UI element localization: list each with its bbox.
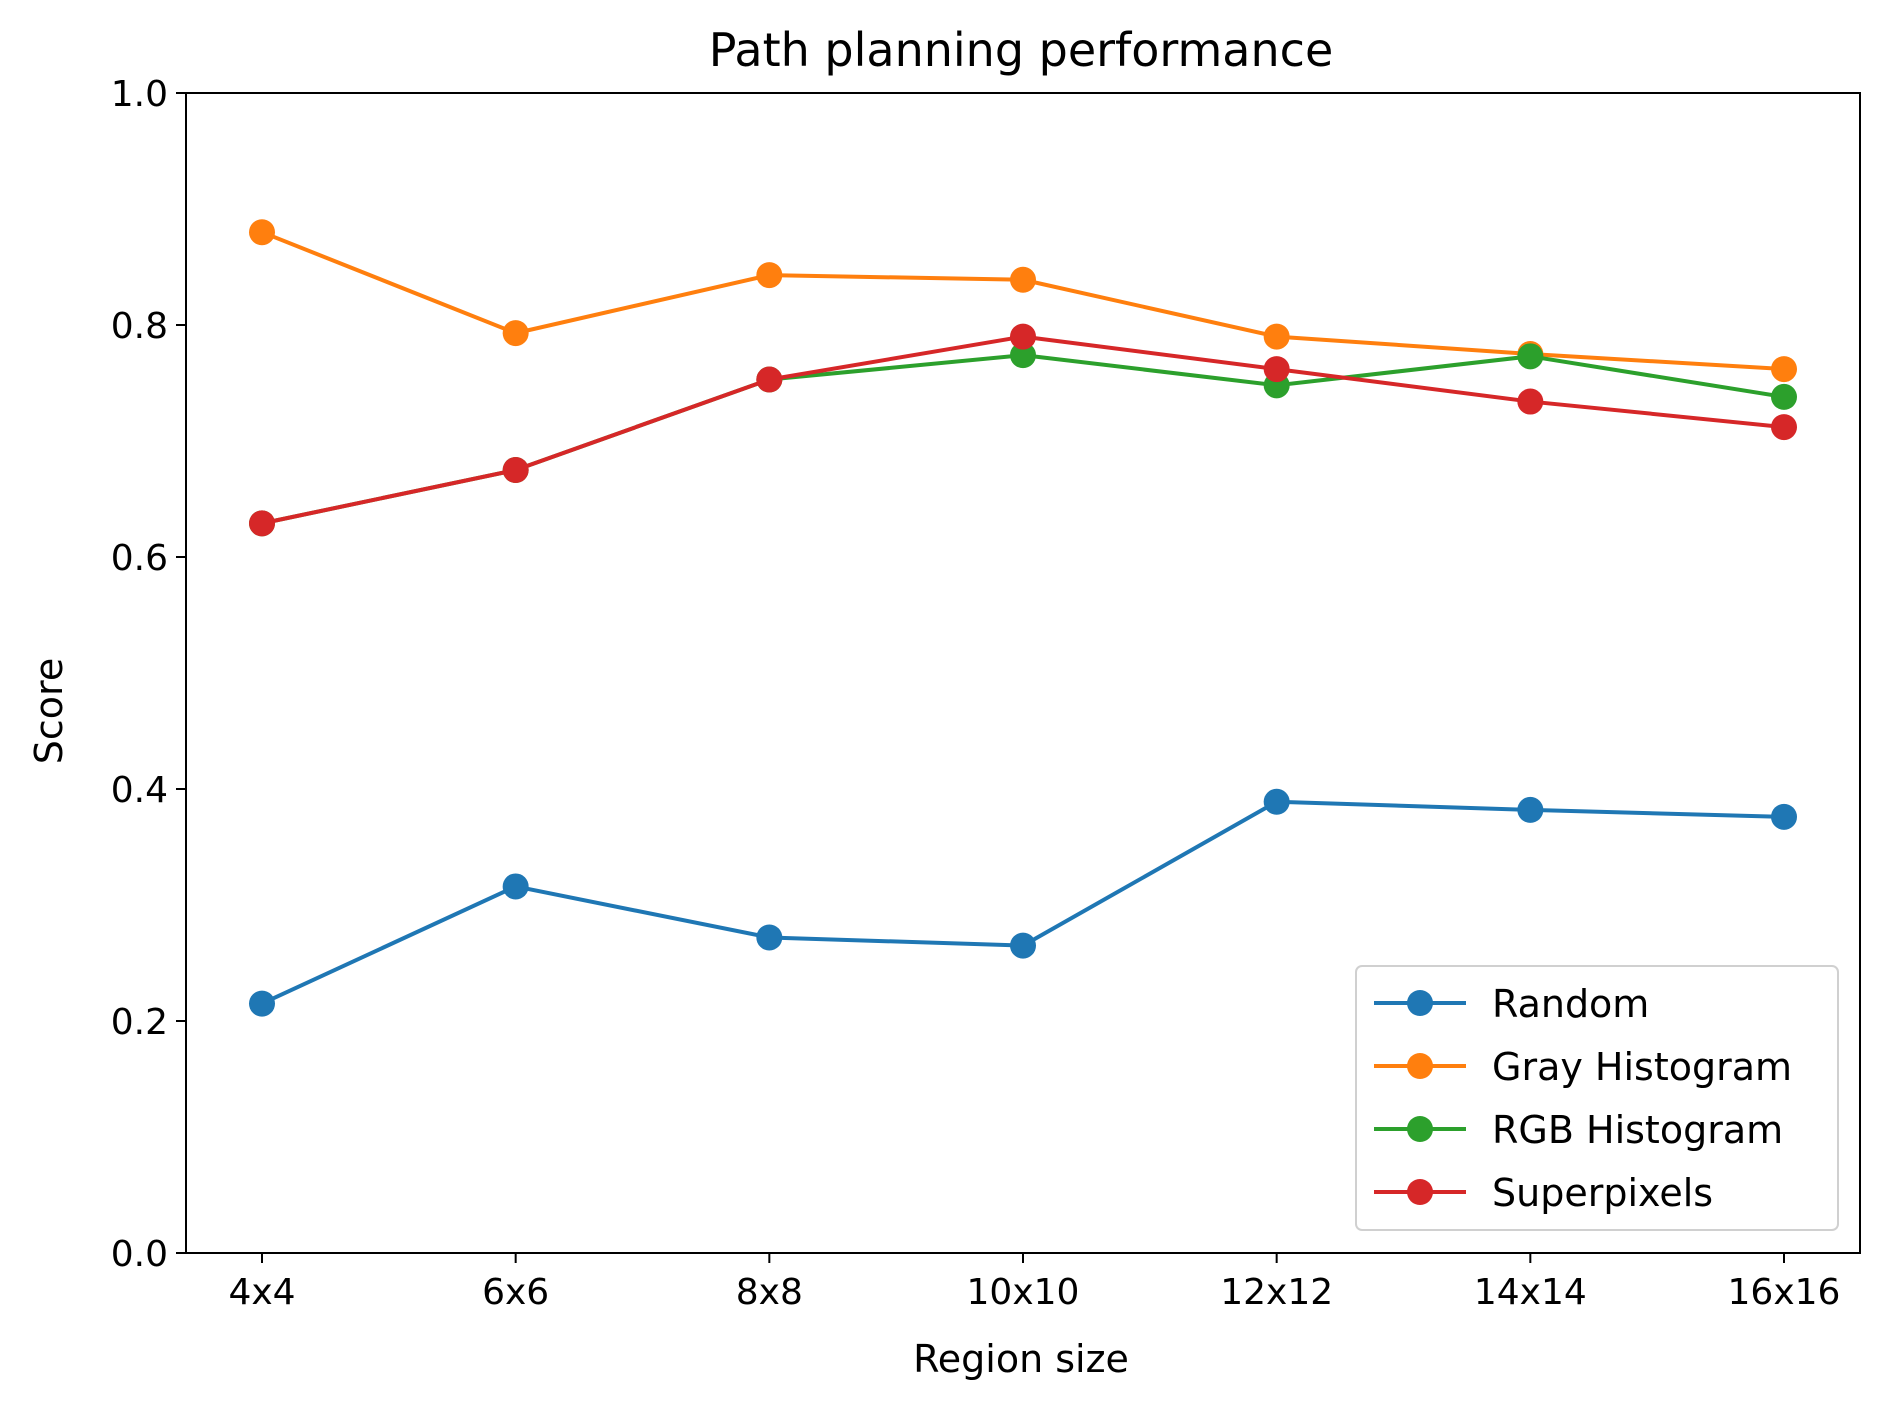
y-tick-label: 0.0 xyxy=(111,1234,168,1275)
data-point xyxy=(1010,932,1036,959)
data-point xyxy=(756,262,783,289)
legend-marker-2 xyxy=(1407,1116,1433,1142)
data-point xyxy=(1010,323,1036,350)
data-point xyxy=(1771,383,1797,410)
y-tick-label: 1.0 xyxy=(111,74,168,115)
data-point xyxy=(1517,796,1544,823)
x-tick-label: 4x4 xyxy=(228,1272,295,1313)
legend-label: Random xyxy=(1492,982,1649,1026)
plot-area: 4x4 6x6 8x8 10x10 12x12 14x14 16x16 0.0 0.2 0.4 0.… xyxy=(111,74,1861,1313)
legend-marker-0 xyxy=(1407,990,1433,1016)
x-tick-label: 16x16 xyxy=(1728,1272,1841,1313)
data-point xyxy=(1771,803,1797,830)
data-point xyxy=(1517,343,1544,370)
x-tick-label: 8x8 xyxy=(736,1272,803,1313)
data-point xyxy=(249,219,275,246)
data-point xyxy=(502,873,529,900)
data-point xyxy=(1010,266,1036,293)
x-tick-label: 12x12 xyxy=(1220,1272,1333,1313)
legend-box xyxy=(1355,965,1839,1231)
legend-marker-3 xyxy=(1407,1179,1433,1205)
data-point xyxy=(1263,788,1290,815)
y-tick-label: 0.2 xyxy=(111,1002,168,1043)
data-point xyxy=(502,457,529,483)
data-point xyxy=(1010,342,1036,369)
data-point xyxy=(1771,356,1797,383)
data-point xyxy=(756,924,783,951)
y-axis-label: Score xyxy=(27,658,71,764)
legend-label: Superpixels xyxy=(1492,1171,1713,1215)
series-line-2 xyxy=(261,353,1785,526)
data-point xyxy=(1263,323,1290,350)
data-point xyxy=(249,990,275,1017)
y-tick-label: 0.6 xyxy=(111,538,168,579)
legend: Random Gray Histogram RGB Histogram Superpi… xyxy=(1355,965,1839,1231)
x-tick-label: 6x6 xyxy=(482,1272,549,1313)
data-point xyxy=(1517,388,1544,415)
legend-label: Gray Histogram xyxy=(1492,1045,1792,1089)
data-point xyxy=(249,510,275,537)
data-point xyxy=(1771,414,1797,441)
data-point xyxy=(756,366,783,393)
legend-marker-1 xyxy=(1407,1053,1433,1079)
x-tick-label: 10x10 xyxy=(967,1272,1080,1313)
x-tick-label: 14x14 xyxy=(1474,1272,1587,1313)
data-point xyxy=(1263,356,1290,383)
x-axis-label: Region size xyxy=(913,1337,1129,1381)
legend-label: RGB Histogram xyxy=(1492,1108,1783,1152)
y-tick-label: 0.8 xyxy=(111,306,168,347)
chart-title: Path planning performance xyxy=(709,23,1334,77)
data-point xyxy=(502,320,529,347)
y-tick-label: 0.4 xyxy=(111,770,168,811)
